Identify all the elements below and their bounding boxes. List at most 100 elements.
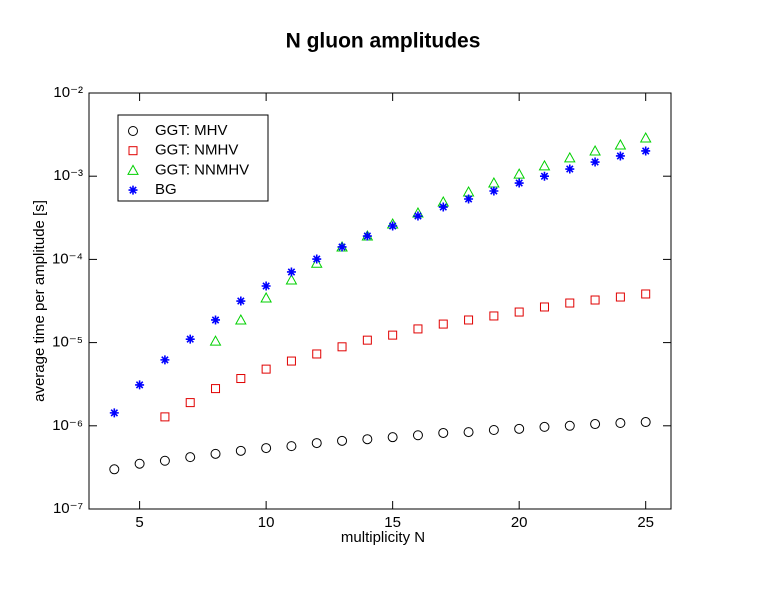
marker <box>564 420 575 431</box>
marker <box>413 324 423 334</box>
marker <box>513 168 526 179</box>
marker <box>463 427 474 438</box>
plot-frame <box>88 92 672 510</box>
legend-label: GGT: NNMHV <box>155 161 249 178</box>
marker <box>438 319 448 329</box>
marker <box>514 307 524 317</box>
y-axis-label: average time per amplitude [s] <box>31 200 48 402</box>
marker <box>488 176 500 188</box>
marker <box>514 423 525 434</box>
y-tick-label: 10⁻³ <box>53 167 83 184</box>
marker <box>590 419 601 430</box>
marker <box>185 398 195 408</box>
marker <box>312 349 322 359</box>
marker <box>362 231 372 241</box>
x-tick-label: 5 <box>135 514 143 531</box>
marker <box>388 221 398 231</box>
marker <box>128 126 138 136</box>
marker <box>211 384 221 394</box>
marker <box>311 438 322 449</box>
marker <box>160 412 170 422</box>
legend-label: GGT: MHV <box>155 122 228 139</box>
marker <box>260 291 272 303</box>
marker <box>412 430 423 441</box>
marker <box>615 418 626 429</box>
marker <box>209 335 222 346</box>
marker <box>235 445 246 456</box>
marker <box>109 408 119 418</box>
marker <box>362 335 372 345</box>
marker <box>489 186 499 196</box>
marker <box>590 295 600 305</box>
marker <box>286 441 297 452</box>
marker <box>234 313 247 325</box>
marker <box>210 448 221 459</box>
x-tick-label: 10 <box>258 514 275 531</box>
marker <box>413 211 423 221</box>
marker <box>362 434 373 445</box>
marker <box>312 254 322 264</box>
marker <box>286 267 296 277</box>
marker <box>135 380 145 390</box>
marker <box>539 171 549 181</box>
legend-box <box>117 114 269 202</box>
marker <box>538 159 551 171</box>
marker <box>640 417 651 428</box>
marker <box>127 164 139 175</box>
x-axis-label: multiplicity N <box>341 529 425 546</box>
marker <box>388 330 398 340</box>
marker <box>639 131 652 143</box>
marker <box>615 151 625 161</box>
marker <box>387 432 398 443</box>
marker <box>464 194 474 204</box>
marker <box>236 374 246 384</box>
marker <box>261 281 271 291</box>
marker <box>211 315 221 325</box>
y-tick-label: 10⁻² <box>53 84 83 101</box>
marker <box>539 421 550 432</box>
marker <box>539 302 549 312</box>
legend-label: BG <box>155 181 177 198</box>
marker <box>464 315 474 325</box>
marker <box>236 296 246 306</box>
y-tick-label: 10⁻⁷ <box>53 500 83 517</box>
marker <box>615 292 625 302</box>
legend-label: GGT: NMHV <box>155 142 238 159</box>
marker <box>337 242 347 252</box>
marker <box>285 274 298 285</box>
marker <box>589 144 601 156</box>
marker <box>641 289 651 299</box>
marker <box>261 443 272 454</box>
marker <box>109 464 120 475</box>
y-tick-label: 10⁻⁵ <box>52 334 83 351</box>
marker <box>286 356 296 366</box>
marker <box>438 427 449 438</box>
marker <box>488 425 499 436</box>
marker <box>134 458 145 469</box>
y-tick-label: 10⁻⁶ <box>52 417 83 434</box>
marker <box>641 146 651 156</box>
chart-title: N gluon amplitudes <box>286 30 481 53</box>
marker <box>614 138 627 150</box>
marker <box>337 435 348 446</box>
marker <box>185 334 195 344</box>
marker <box>565 298 575 308</box>
marker <box>128 185 138 195</box>
marker <box>514 178 524 188</box>
x-tick-label: 20 <box>511 514 528 531</box>
marker <box>565 164 575 174</box>
x-tick-label: 25 <box>637 514 654 531</box>
marker <box>261 364 271 374</box>
marker <box>128 146 138 156</box>
marker <box>489 311 499 321</box>
marker <box>438 202 448 212</box>
marker <box>185 452 196 463</box>
x-tick-label: 15 <box>384 514 401 531</box>
marker <box>160 355 170 365</box>
marker <box>590 157 600 167</box>
marker <box>159 455 170 466</box>
y-tick-label: 10⁻⁴ <box>52 250 83 267</box>
marker <box>310 257 323 268</box>
marker <box>563 151 576 163</box>
